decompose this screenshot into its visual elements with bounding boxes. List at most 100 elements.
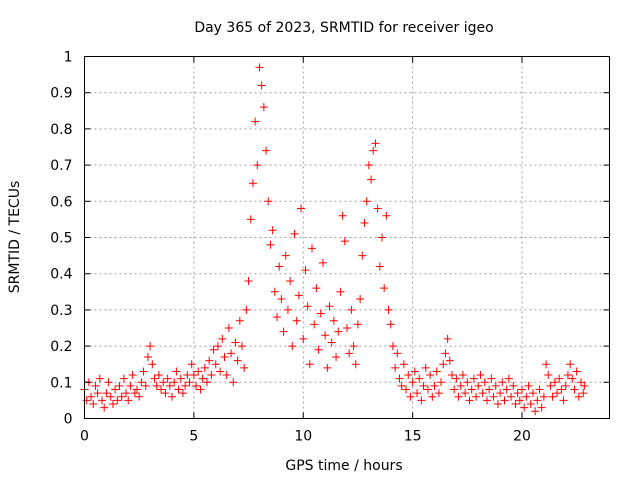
data-point bbox=[568, 374, 577, 383]
data-point bbox=[580, 381, 589, 390]
data-point bbox=[367, 175, 376, 184]
data-point bbox=[417, 396, 426, 405]
data-point bbox=[456, 381, 465, 390]
data-point bbox=[364, 161, 373, 170]
data-point bbox=[537, 403, 546, 412]
data-point bbox=[106, 392, 115, 401]
data-point bbox=[511, 400, 520, 409]
data-point bbox=[115, 381, 124, 390]
data-point bbox=[469, 374, 478, 383]
data-point bbox=[513, 389, 522, 398]
data-point bbox=[454, 392, 463, 401]
data-point bbox=[574, 392, 583, 401]
data-point bbox=[91, 381, 100, 390]
data-point bbox=[279, 327, 288, 336]
data-point bbox=[430, 381, 439, 390]
data-point bbox=[251, 117, 260, 126]
data-point bbox=[178, 389, 187, 398]
data-point bbox=[268, 226, 277, 235]
data-point bbox=[474, 381, 483, 390]
data-point bbox=[220, 352, 229, 361]
data-point bbox=[87, 392, 96, 401]
data-point bbox=[327, 338, 336, 347]
data-point bbox=[439, 360, 448, 369]
data-point bbox=[531, 407, 540, 416]
data-point bbox=[542, 360, 551, 369]
data-point bbox=[246, 215, 255, 224]
data-point bbox=[360, 219, 369, 228]
data-point bbox=[270, 287, 279, 296]
data-point bbox=[539, 392, 548, 401]
data-point bbox=[163, 374, 172, 383]
data-point bbox=[491, 381, 500, 390]
data-point bbox=[524, 381, 533, 390]
data-point bbox=[297, 204, 306, 213]
data-point bbox=[222, 371, 231, 380]
data-point bbox=[522, 392, 531, 401]
data-point bbox=[415, 374, 424, 383]
data-point bbox=[465, 396, 474, 405]
x-axis-label: GPS time / hours bbox=[285, 458, 402, 474]
data-point bbox=[478, 389, 487, 398]
data-point bbox=[550, 378, 559, 387]
data-point bbox=[419, 381, 428, 390]
data-point bbox=[159, 378, 168, 387]
data-point bbox=[518, 385, 526, 394]
data-point bbox=[161, 389, 170, 398]
data-point bbox=[502, 385, 511, 394]
data-point bbox=[117, 392, 126, 401]
data-point bbox=[238, 342, 246, 351]
data-point bbox=[493, 400, 502, 409]
data-point bbox=[467, 385, 476, 394]
data-point bbox=[450, 385, 459, 394]
y-tick-label: 0 bbox=[64, 412, 73, 428]
data-point bbox=[294, 291, 303, 300]
data-point bbox=[189, 371, 198, 380]
data-point bbox=[561, 381, 570, 390]
data-point bbox=[520, 403, 529, 412]
data-point bbox=[332, 352, 341, 361]
data-point bbox=[316, 309, 325, 318]
data-point bbox=[128, 371, 137, 380]
data-point bbox=[141, 381, 150, 390]
data-point bbox=[192, 381, 201, 390]
data-point bbox=[133, 385, 141, 394]
data-point bbox=[500, 396, 509, 405]
data-point bbox=[371, 139, 380, 148]
y-tick-label: 0.2 bbox=[50, 339, 72, 355]
data-point bbox=[406, 392, 415, 401]
data-point bbox=[187, 360, 196, 369]
data-point bbox=[404, 371, 413, 380]
data-point bbox=[224, 324, 233, 332]
data-point bbox=[273, 313, 281, 322]
data-point bbox=[325, 302, 334, 311]
data-point bbox=[233, 356, 242, 365]
data-point bbox=[375, 262, 384, 271]
data-point bbox=[227, 349, 236, 358]
data-point bbox=[535, 385, 544, 394]
data-point bbox=[443, 334, 452, 343]
data-point bbox=[89, 400, 98, 409]
data-point bbox=[434, 389, 443, 398]
y-tick-label: 1 bbox=[64, 50, 73, 66]
data-point bbox=[113, 396, 122, 405]
data-point bbox=[213, 342, 222, 351]
y-axis-label: SRMTID / TECUs bbox=[7, 181, 23, 294]
data-point bbox=[452, 374, 461, 383]
data-point bbox=[426, 371, 435, 380]
data-point bbox=[310, 320, 319, 329]
data-point bbox=[143, 352, 152, 361]
data-point bbox=[504, 374, 513, 383]
data-point bbox=[458, 371, 467, 380]
data-point bbox=[384, 305, 393, 314]
data-point bbox=[126, 381, 135, 390]
data-point bbox=[216, 367, 225, 376]
data-point bbox=[286, 276, 295, 285]
data-point bbox=[244, 276, 253, 285]
data-point bbox=[498, 378, 507, 387]
data-point bbox=[393, 349, 402, 358]
data-point bbox=[382, 211, 391, 220]
data-point bbox=[240, 363, 249, 372]
data-point bbox=[150, 374, 159, 383]
